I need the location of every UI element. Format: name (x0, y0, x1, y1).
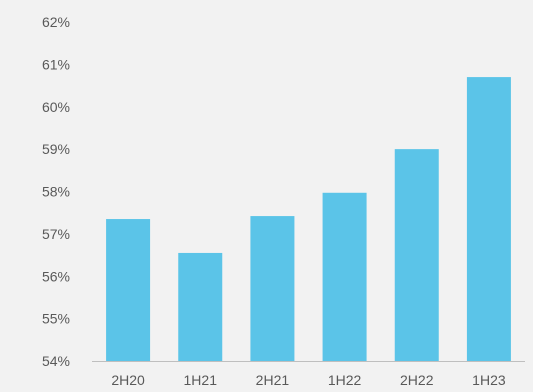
x-tick-label: 2H20 (111, 372, 145, 388)
bar-2h20 (106, 219, 151, 361)
y-tick-label: 59% (42, 141, 70, 157)
y-tick-label: 58% (42, 184, 70, 200)
x-tick-label: 2H21 (256, 372, 290, 388)
bar-2h22 (394, 149, 439, 361)
bar-2h21 (250, 216, 295, 361)
x-tick-label: 1H21 (184, 372, 218, 388)
y-tick-label: 54% (42, 353, 70, 369)
x-tick-label: 1H22 (328, 372, 362, 388)
bar-1h22 (322, 192, 367, 361)
y-tick-label: 60% (42, 99, 70, 115)
y-tick-label: 55% (42, 311, 70, 327)
y-tick-label: 56% (42, 268, 70, 284)
y-tick-label: 57% (42, 226, 70, 242)
x-axis-labels: 2H20 1H21 2H21 1H22 2H22 1H23 (111, 372, 506, 388)
bar-1h23 (466, 77, 511, 362)
y-axis-labels: 54% 55% 56% 57% 58% 59% 60% 61% 62% (42, 14, 70, 369)
bars (106, 77, 511, 362)
bar-1h21 (178, 252, 223, 361)
x-tick-label: 1H23 (472, 372, 506, 388)
y-tick-label: 61% (42, 56, 70, 72)
x-tick-label: 2H22 (400, 372, 434, 388)
y-tick-label: 62% (42, 14, 70, 30)
